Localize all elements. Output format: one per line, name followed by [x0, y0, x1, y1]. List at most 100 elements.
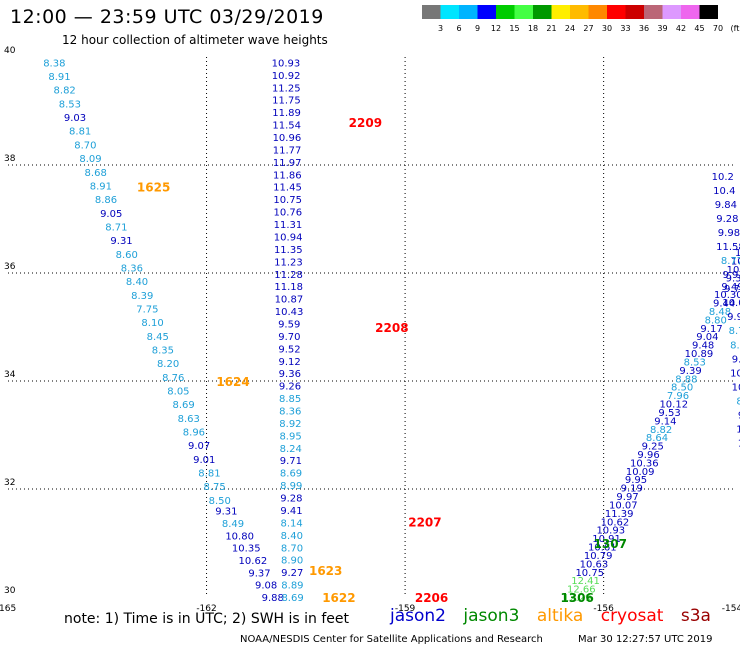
wave-height-value: 10.18 [727, 265, 740, 276]
colorbar-label: 12 [491, 24, 501, 33]
footnote-text: note: 1) Time is in UTC; 2) SWH is in fe… [64, 611, 350, 627]
wave-height-value: 8.53 [59, 99, 81, 110]
wave-height-value: 9.41 [280, 506, 302, 517]
wave-height-value: 8.92 [279, 419, 301, 430]
colorbar-swatch [662, 5, 681, 19]
wave-height-value: 9.52 [278, 344, 300, 355]
wave-height-value: 9.17 [700, 324, 722, 335]
colorbar-swatch [477, 5, 496, 19]
wave-height-value: 8.91 [48, 72, 70, 83]
wave-height-value: 8.76 [162, 373, 184, 384]
colorbar-label: 24 [565, 24, 575, 33]
wave-height-value: 9.34 [726, 273, 740, 284]
wave-height-value: 8.91 [90, 181, 112, 192]
x-tick-label: -159 [395, 604, 416, 614]
wave-height-value: 8.88 [675, 374, 697, 385]
wave-height-value: 10.30 [714, 290, 740, 301]
wave-height-value: 10.75 [575, 568, 604, 579]
y-tick-label: 36 [4, 262, 16, 272]
wave-height-value: 9.26 [279, 382, 301, 393]
colorbar-label: 18 [528, 24, 538, 33]
colorbar-label: (ft) [730, 24, 740, 33]
wave-height-value: 10.4 [713, 186, 735, 197]
wave-height-value: 11.25 [272, 83, 301, 94]
wave-height-value: 9.88 [262, 593, 284, 604]
wave-height-value: 9.84 [715, 200, 737, 211]
wave-height-value: 7.96 [667, 391, 689, 402]
pass-number-label: 1625 [137, 181, 170, 195]
wave-height-value: 9.08 [255, 581, 277, 592]
wave-height-value: 8.40 [281, 531, 303, 542]
wave-height-value: 9.95 [625, 475, 647, 486]
wave-height-value: 10.93 [596, 526, 625, 537]
colorbar-swatch [551, 5, 570, 19]
wave-height-value: 10.92 [272, 71, 301, 82]
colorbar-swatch [459, 5, 478, 19]
wave-height-value: 8.70 [74, 140, 96, 151]
wave-height-value: 11.23 [274, 257, 303, 268]
wave-height-value: 11.75 [272, 96, 301, 107]
wave-height-value: 9.67 [732, 354, 740, 365]
page-title: 12:00 — 23:59 UTC 03/29/2019 [10, 6, 324, 28]
wave-height-value: 10.04 [731, 257, 740, 268]
colorbar-swatch [514, 5, 533, 19]
wave-height-value: 11.54 [272, 121, 301, 132]
legend-jason3: jason3 [463, 606, 520, 626]
colorbar-swatch [625, 5, 644, 19]
wave-height-value: 10.79 [584, 551, 613, 562]
wave-height-value: 9.27 [281, 568, 303, 579]
wave-height-value: 8.06 [730, 340, 740, 351]
legend-cryosat: cryosat [600, 606, 664, 626]
wave-height-value: 11.35 [274, 245, 303, 256]
wave-height-value: 8.69 [281, 593, 303, 604]
wave-height-value: 8.86 [95, 195, 117, 206]
wave-height-value: 9.93 [722, 270, 740, 281]
colorbar-label: 15 [509, 24, 519, 33]
wave-height-value: 8.64 [646, 433, 668, 444]
wave-height-value: 10.63 [580, 559, 609, 570]
x-tick-label: -165 [0, 604, 16, 614]
wave-height-value: 8.49 [222, 519, 244, 530]
colorbar-swatch [422, 5, 441, 19]
pass-number-label: 2208 [375, 321, 408, 335]
pass-number-label: 2206 [415, 591, 448, 605]
wave-height-value: 8.82 [54, 86, 76, 97]
wave-height-value: 10.62 [239, 556, 268, 567]
wave-height-value: 10.43 [275, 307, 304, 318]
colorbar-label: 45 [694, 24, 704, 33]
colorbar-label: 33 [620, 24, 630, 33]
wave-height-value: 12.66 [567, 585, 596, 596]
legend-jason2: jason2 [390, 606, 446, 626]
wave-height-value: 10.94 [274, 232, 303, 243]
plot-area: -165-162-159-156-153-1543032343638408.38… [0, 46, 740, 614]
colorbar-swatch [699, 5, 718, 19]
legend-altika: altika [536, 606, 584, 626]
wave-height-value: 8.50 [671, 383, 693, 394]
wave-height-value: 11.89 [272, 108, 301, 119]
y-tick-label: 34 [4, 370, 16, 380]
wave-height-value: 10.75 [273, 195, 302, 206]
wave-height-value: 9.39 [679, 366, 701, 377]
wave-height-value: 9.44 [713, 299, 735, 310]
pass-number-label: 1623 [309, 564, 342, 578]
wave-height-value: 10.65 [730, 368, 740, 379]
wave-height-value: 8.39 [131, 291, 153, 302]
wave-height-value: 10.93 [272, 58, 301, 69]
pass-number-label: 1306 [560, 591, 593, 605]
wave-height-value: 8.81 [69, 127, 91, 138]
wave-height-value: 9.98 [718, 228, 740, 239]
wave-height-value: 7.75 [136, 304, 158, 315]
x-tick-label: -162 [196, 604, 216, 614]
colorbar-label: 42 [676, 24, 686, 33]
wave-height-value: 11.77 [273, 145, 302, 156]
wave-height-value: 8.20 [157, 359, 179, 370]
wave-height-value: 8.69 [280, 469, 302, 480]
y-tick-label: 38 [4, 154, 16, 164]
wave-height-value: 10.36 [630, 458, 659, 469]
wave-height-value: 9.31 [110, 236, 132, 247]
colorbar-swatch [607, 5, 626, 19]
wave-height-value: 9.01 [193, 455, 215, 466]
wave-height-value: 10.24 [736, 425, 740, 436]
